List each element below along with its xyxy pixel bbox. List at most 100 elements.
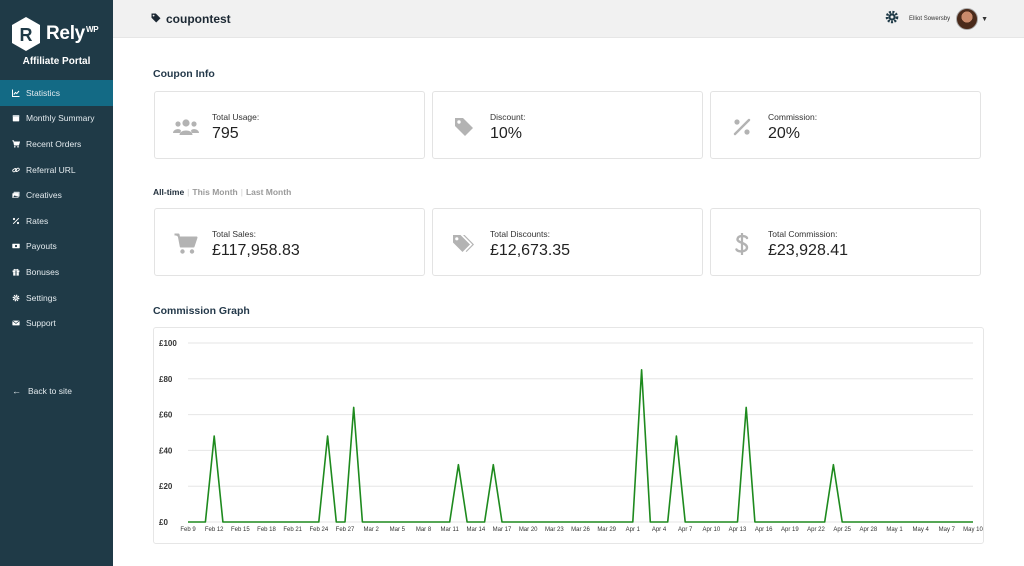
portal-title: Affiliate Portal xyxy=(22,56,91,67)
sidebar-item-label: Settings xyxy=(26,292,57,303)
card-label: Total Usage: xyxy=(212,112,260,122)
page-title: coupontest xyxy=(151,12,231,26)
total-discounts-card: Total Discounts: £12,673.35 xyxy=(432,208,703,276)
sidebar-item-support[interactable]: Support xyxy=(0,310,113,336)
commission-graph-title: Commission Graph xyxy=(153,305,250,317)
cart-icon xyxy=(12,140,20,148)
x-tick-label: Mar 11 xyxy=(441,527,460,533)
card-value: 10% xyxy=(490,125,523,142)
top-header: coupontest Elliot Sowersby ▼ xyxy=(113,0,1024,38)
x-tick-label: Feb 21 xyxy=(283,527,302,533)
x-tick-label: Apr 22 xyxy=(807,527,825,533)
card-value: £117,958.83 xyxy=(212,242,300,259)
dollar-icon xyxy=(729,231,755,257)
sidebar-item-label: Monthly Summary xyxy=(26,113,95,124)
sidebar-item-bonuses[interactable]: Bonuses xyxy=(0,259,113,285)
y-tick-label: £80 xyxy=(159,375,173,384)
x-tick-label: Feb 27 xyxy=(336,527,355,533)
sidebar-item-settings[interactable]: Settings xyxy=(0,285,113,311)
y-tick-label: £20 xyxy=(159,482,173,491)
x-tick-label: Apr 4 xyxy=(652,527,667,533)
sidebar-item-payouts[interactable]: Payouts xyxy=(0,234,113,260)
total-usage-card: Total Usage: 795 xyxy=(154,91,425,159)
sidebar-item-recent-orders[interactable]: Recent Orders xyxy=(0,131,113,157)
x-tick-label: Mar 26 xyxy=(571,527,590,533)
commission-card: Commission: 20% xyxy=(710,91,981,159)
y-tick-label: £0 xyxy=(159,518,168,527)
sidebar-item-statistics[interactable]: Statistics xyxy=(0,80,113,106)
x-tick-label: Apr 7 xyxy=(678,527,693,533)
total-sales-card: Total Sales: £117,958.83 xyxy=(154,208,425,276)
x-tick-label: Feb 15 xyxy=(231,527,250,533)
x-tick-label: Feb 18 xyxy=(257,527,276,533)
sidebar-item-label: Recent Orders xyxy=(26,138,82,149)
card-value: 795 xyxy=(212,125,239,142)
x-tick-label: Feb 9 xyxy=(180,527,196,533)
user-menu[interactable]: Elliot Sowersby ▼ xyxy=(885,8,988,30)
tags-icon xyxy=(451,231,477,257)
filter-all-time[interactable]: All-time xyxy=(153,187,185,197)
tag-icon xyxy=(451,114,477,140)
card-label: Total Commission: xyxy=(768,229,838,239)
logo-hex-icon: R xyxy=(10,16,42,52)
x-tick-label: Apr 19 xyxy=(781,527,799,533)
sidebar-item-monthly-summary[interactable]: Monthly Summary xyxy=(0,106,113,132)
card-label: Total Discounts: xyxy=(490,229,550,239)
arrow-left-icon: ← xyxy=(12,386,21,396)
card-value: £23,928.41 xyxy=(768,242,849,259)
avatar[interactable] xyxy=(956,8,979,30)
x-tick-label: Mar 23 xyxy=(545,527,564,533)
sidebar-item-label: Statistics xyxy=(26,87,61,98)
x-tick-label: Mar 17 xyxy=(493,527,512,533)
settings-gear-icon[interactable] xyxy=(885,10,899,29)
discount-card: Discount: 10% xyxy=(432,91,703,159)
y-tick-label: £100 xyxy=(159,339,177,348)
chart-line-icon xyxy=(12,89,20,97)
x-tick-label: Mar 29 xyxy=(597,527,616,533)
sidebar-item-label: Payouts xyxy=(26,241,57,252)
y-tick-label: £60 xyxy=(159,411,173,420)
page-title-text: coupontest xyxy=(166,12,231,26)
filter-divider: | xyxy=(240,187,243,197)
x-tick-label: Apr 1 xyxy=(626,527,641,533)
chevron-down-icon[interactable]: ▼ xyxy=(981,15,988,23)
money-icon xyxy=(12,242,20,250)
sidebar-item-label: Support xyxy=(26,318,56,329)
x-tick-label: May 10 xyxy=(963,527,983,533)
x-tick-label: Feb 12 xyxy=(205,527,224,533)
x-tick-label: Apr 13 xyxy=(729,527,747,533)
percent-icon xyxy=(729,114,755,140)
x-tick-label: May 1 xyxy=(886,527,903,533)
x-tick-label: May 4 xyxy=(912,527,929,533)
x-tick-label: Feb 24 xyxy=(309,527,328,533)
percent-icon xyxy=(12,217,20,225)
x-tick-label: May 7 xyxy=(939,527,956,533)
sidebar-item-rates[interactable]: Rates xyxy=(0,208,113,234)
filter-this-month[interactable]: This Month xyxy=(192,187,238,197)
gear-icon xyxy=(12,294,20,302)
sidebar-item-label: Rates xyxy=(26,215,49,226)
sidebar-item-referral-url[interactable]: Referral URL xyxy=(0,157,113,183)
filter-last-month[interactable]: Last Month xyxy=(245,187,292,197)
back-to-site-link[interactable]: ← Back to site xyxy=(12,386,72,396)
sidebar-item-label: Creatives xyxy=(26,190,62,201)
commission-chart-svg: £0 £20 £40 £60 £80 £100 Feb 9 Feb 12 Feb 15 Feb 1… xyxy=(159,339,983,533)
sidebar-item-creatives[interactable]: Creatives xyxy=(0,182,113,208)
commission-graph: £0 £20 £40 £60 £80 £100 Feb 9 Feb 12 Feb 15 Feb 1… xyxy=(153,327,984,544)
svg-text:R: R xyxy=(20,25,33,45)
total-commission-card: Total Commission: £23,928.41 xyxy=(710,208,981,276)
card-label: Discount: xyxy=(490,112,526,122)
users-icon xyxy=(173,114,199,140)
brand-logo[interactable]: R RelyWP xyxy=(10,14,106,54)
sidebar: R RelyWP Affiliate Portal Statistics Mon… xyxy=(0,0,113,566)
y-tick-label: £40 xyxy=(159,446,173,455)
calendar-icon xyxy=(12,114,20,122)
images-icon xyxy=(12,191,20,199)
filter-divider: | xyxy=(187,187,190,197)
x-tick-label: Apr 16 xyxy=(755,527,773,533)
card-value: 20% xyxy=(768,125,801,142)
x-tick-label: Mar 2 xyxy=(363,527,379,533)
brand-name: RelyWP xyxy=(46,23,99,44)
x-tick-label: Mar 8 xyxy=(416,527,432,533)
cart-icon xyxy=(173,231,199,257)
